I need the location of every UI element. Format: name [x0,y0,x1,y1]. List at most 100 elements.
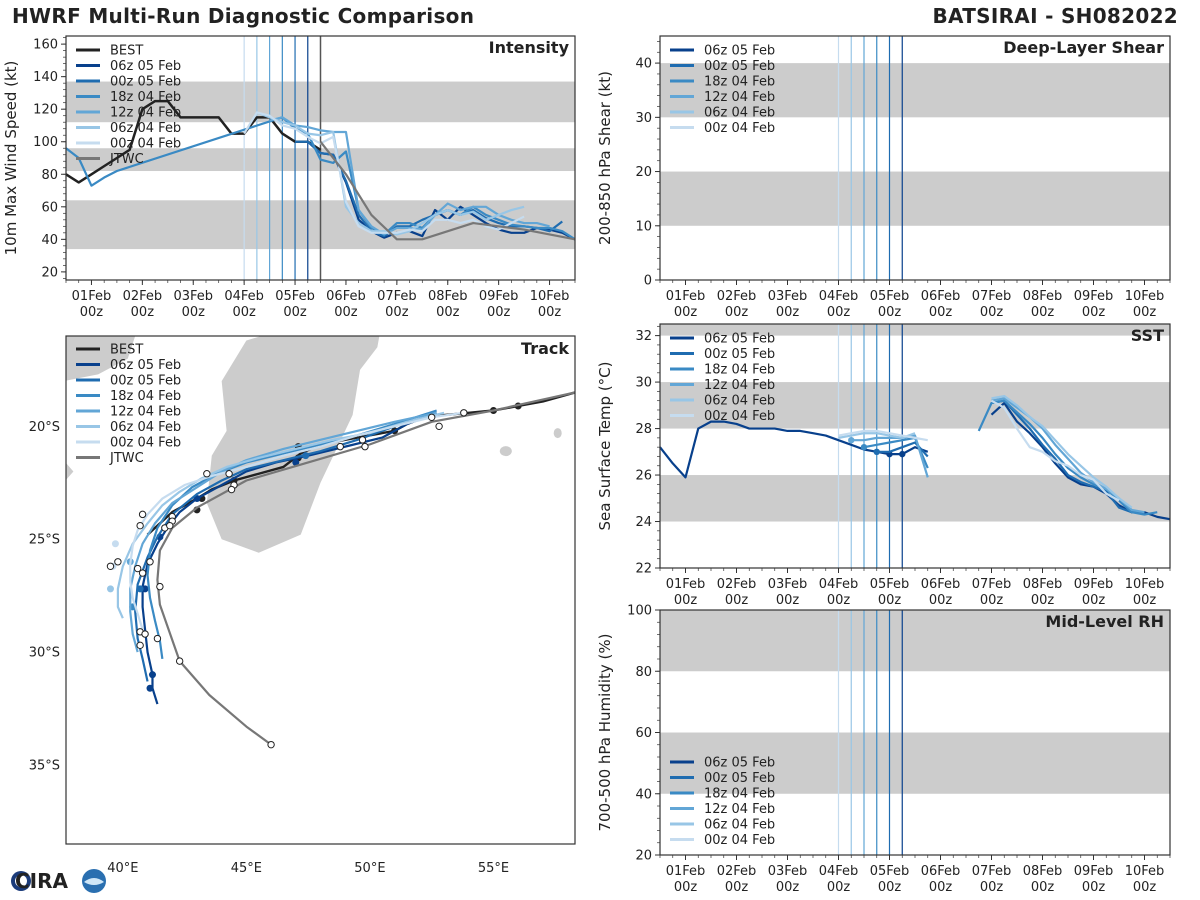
shear-xtick-label: 05Feb [870,289,910,304]
shear-xtick-sublabel: 00z [929,305,953,320]
track-open-point-20 [106,562,115,570]
track-legend-label-18z-04-feb: 18z 04 Feb [110,389,181,404]
intensity-xtick-sublabel: 00z [436,305,460,320]
track-ytick-label: 20°S [29,420,60,435]
track-legend-label-06z-05-feb: 06z 05 Feb [110,358,181,373]
rh-ytick-label: 20 [635,849,652,864]
chart-title: HWRF Multi-Run Diagnostic Comparison [12,4,475,28]
intensity-xtick-sublabel: 00z [283,305,307,320]
shear-ylabel: 200-850 hPa Shear (kt) [596,71,614,245]
mainland-coast [66,462,74,480]
track-panel-title: Track [521,339,569,358]
sst-xtick-sublabel: 00z [1031,593,1055,608]
sst-series-12z-04-feb-0 [851,434,929,478]
shear-xtick-label: 04Feb [819,289,859,304]
shear-legend-label-00z-04-feb: 00z 04 Feb [704,121,775,136]
intensity-xtick-label: 08Feb [428,289,468,304]
intensity-xtick-sublabel: 00z [182,305,206,320]
rh-xtick-sublabel: 00z [827,880,851,895]
sst-band-1 [660,382,1170,429]
sst-xtick-sublabel: 00z [674,593,698,608]
track-ytick-label: 35°S [29,758,60,773]
sst-ytick-label: 30 [635,376,652,391]
intensity-xtick-sublabel: 00z [232,305,256,320]
rh-panel-title: Mid-Level RH [1045,612,1164,631]
track-open-point-19 [114,558,122,566]
track-xtick-label: 50°E [354,861,385,876]
sst-xtick-sublabel: 00z [1133,593,1157,608]
intensity-legend-label-18z-04-feb: 18z 04 Feb [110,90,181,105]
sst-xtick-label: 07Feb [972,577,1012,592]
sst-xtick-sublabel: 00z [929,593,953,608]
sst-ylabel: Sea Surface Temp (°C) [596,361,614,530]
intensity-series-00z-04-feb-0 [243,111,525,234]
rh-xtick-sublabel: 00z [1133,880,1157,895]
sst-legend-label-06z-04-feb: 06z 04 Feb [704,394,775,409]
track-ytick-label: 25°S [29,533,60,548]
track-series-00z-04-feb [129,411,464,630]
shear-xtick-label: 08Feb [1023,289,1063,304]
rh-ytick-label: 60 [635,726,652,741]
track-open-point-16 [146,558,154,566]
rh-xtick-sublabel: 00z [929,880,953,895]
track-open-point-5 [336,442,344,451]
intensity-panel-title: Intensity [489,38,570,57]
track-open-point-9 [227,485,236,494]
intensity-series-jtwc-0 [319,141,576,241]
sst-point-12z-04-feb-0 [848,436,855,444]
sst-ytick-label: 32 [635,329,652,344]
sst-series-00z-04-feb-1 [990,399,1120,502]
track-point-00z-04-feb-1 [111,540,119,548]
shear-band-1 [660,171,1170,226]
sst-xtick-label: 04Feb [819,577,859,592]
rh-legend-label-06z-05-feb: 06z 05 Feb [704,756,775,771]
intensity-xtick-label: 03Feb [173,289,213,304]
track-point-06z-05-feb-3 [141,585,149,593]
track-open-point-4 [361,442,369,451]
shear-legend-label-12z-04-feb: 12z 04 Feb [704,90,775,105]
track-legend-label-jtwc: JTWC [109,451,144,466]
track-xtick-label: 55°E [478,861,509,876]
storm-id-title: BATSIRAI - SH082022 [932,4,1178,28]
sst-xtick-label: 03Feb [768,577,808,592]
track-point-06z-05-feb-5 [146,684,154,692]
rh-ytick-label: 100 [627,604,652,619]
intensity-ytick-label: 20 [41,265,58,280]
track-open-point-1 [427,413,436,421]
intensity-xtick-sublabel: 00z [80,305,104,320]
intensity-ytick-label: 140 [33,70,58,85]
track-ytick-label: 30°S [29,646,60,661]
intensity-xtick-label: 05Feb [275,289,315,304]
sst-band-0 [660,324,1170,336]
track-open-point-24 [136,641,144,650]
intensity-ytick-label: 80 [41,168,58,183]
rh-xtick-label: 04Feb [819,864,859,879]
sst-series-06z-04-feb-0 [838,432,916,439]
shear-band-0 [660,63,1170,118]
track-open-point-23 [141,630,149,638]
shear-xtick-sublabel: 00z [827,305,851,320]
intensity-legend-label-best: BEST [110,44,143,59]
rh-xtick-sublabel: 00z [674,880,698,895]
shear-xtick-label: 06Feb [921,289,961,304]
sst-ytick-label: 22 [635,562,652,577]
track-xtick-label: 40°E [107,861,138,876]
shear-xtick-sublabel: 00z [980,305,1004,320]
sst-point-00z-05-feb-0 [873,448,880,456]
track-frame [65,335,576,845]
sst-xtick-label: 05Feb [870,577,910,592]
rh-xtick-sublabel: 00z [776,880,800,895]
sst-series-00z-05-feb-1 [991,399,1145,514]
sst-xtick-label: 08Feb [1023,577,1063,592]
sst-point-18z-04-feb-0 [860,443,868,451]
sst-legend-label-00z-04-feb: 00z 04 Feb [704,409,775,424]
intensity-xtick-sublabel: 00z [487,305,511,320]
mauritius-island [553,428,562,439]
shear-xtick-label: 09Feb [1074,289,1114,304]
cira-logo-text: CIRA [15,869,69,893]
sst-series-06z-04-feb-1 [991,394,1133,509]
shear-xtick-label: 03Feb [768,289,808,304]
shear-xtick-label: 10Feb [1125,289,1165,304]
sst-xtick-sublabel: 00z [725,593,749,608]
track-open-point-17 [133,564,142,573]
